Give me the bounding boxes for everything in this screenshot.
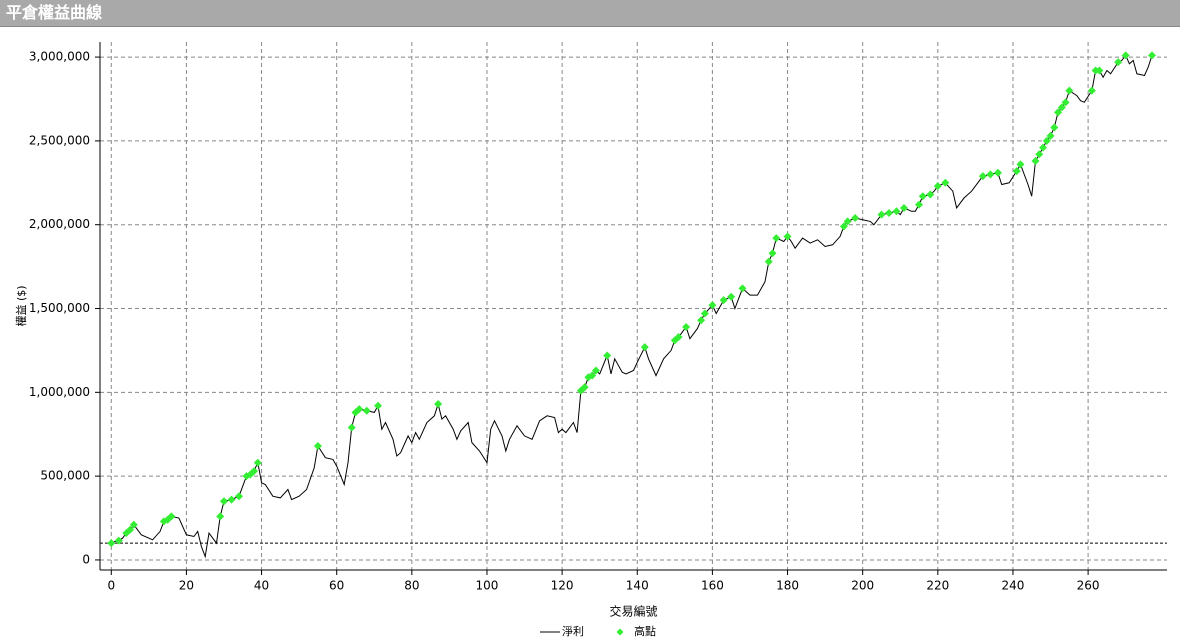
x-tick-label: 100 xyxy=(476,579,499,593)
high-point xyxy=(126,525,135,534)
high-point xyxy=(700,309,709,318)
high-point xyxy=(986,170,995,179)
high-point xyxy=(783,232,792,241)
x-tick-label: 20 xyxy=(179,579,194,593)
equity-line xyxy=(111,54,1153,559)
high-point xyxy=(768,249,777,258)
high-point xyxy=(727,292,736,301)
high-point xyxy=(347,423,356,432)
x-tick-label: 40 xyxy=(254,579,269,593)
high-point xyxy=(129,520,138,529)
high-point xyxy=(591,366,600,375)
x-tick-label: 200 xyxy=(851,579,874,593)
x-tick-label: 160 xyxy=(701,579,724,593)
x-tick-label: 0 xyxy=(107,579,115,593)
x-tick-label: 180 xyxy=(776,579,799,593)
high-point xyxy=(993,168,1002,177)
chart: 0 20 40 60 80 100 120 140 160 180 200 220 240 260 0 500… xyxy=(14,42,1167,638)
y-tick-label: 0 xyxy=(82,552,90,566)
high-point xyxy=(253,458,262,467)
high-point xyxy=(1039,143,1048,152)
high-point xyxy=(1031,157,1040,166)
high-point xyxy=(1042,136,1051,145)
high-point xyxy=(877,210,886,219)
legend-label: 高點 xyxy=(634,624,656,638)
high-point xyxy=(216,512,225,521)
high-point xyxy=(1114,58,1123,67)
high-point xyxy=(697,316,706,325)
high-point xyxy=(719,296,728,305)
high-point xyxy=(892,207,901,216)
high-point xyxy=(167,512,176,521)
high-point xyxy=(1061,98,1070,107)
high-point xyxy=(219,497,228,506)
y-tick-label: 1,500,000 xyxy=(29,301,90,315)
y-tick-label: 2,500,000 xyxy=(29,133,90,147)
high-point xyxy=(250,467,259,476)
high-point xyxy=(1050,123,1059,132)
high-point xyxy=(772,234,781,243)
high-point xyxy=(362,406,371,415)
high-point xyxy=(588,371,597,380)
x-tick-label: 120 xyxy=(551,579,574,593)
high-point xyxy=(682,322,691,331)
x-tick-label: 240 xyxy=(1002,579,1025,593)
high-point xyxy=(978,172,987,181)
high-point xyxy=(933,182,942,191)
high-point xyxy=(1095,66,1104,75)
high-point xyxy=(884,208,893,217)
y-tick-label: 2,000,000 xyxy=(29,217,90,231)
x-tick-label: 260 xyxy=(1077,579,1100,593)
high-point xyxy=(915,200,924,209)
y-tick-label: 500,000 xyxy=(40,469,90,483)
y-axis-label: 權益 ($) xyxy=(14,285,28,326)
high-point xyxy=(1087,86,1096,95)
high-point xyxy=(1147,51,1156,60)
high-point xyxy=(1046,131,1055,140)
high-point xyxy=(374,401,383,410)
high-point xyxy=(1012,167,1021,176)
y-tick-label: 3,000,000 xyxy=(29,50,90,64)
high-point xyxy=(313,441,322,450)
x-tick-label: 60 xyxy=(329,579,344,593)
high-point xyxy=(918,192,927,201)
x-tick-label: 220 xyxy=(926,579,949,593)
high-point xyxy=(235,492,244,501)
high-point xyxy=(708,301,717,310)
window-title: 平倉權益曲線 xyxy=(0,0,1180,27)
legend-label: 淨利 xyxy=(562,625,584,638)
x-tick-label: 140 xyxy=(626,579,649,593)
high-point xyxy=(1054,108,1063,117)
high-point xyxy=(674,333,683,342)
high-point xyxy=(1035,150,1044,159)
legend-swatch xyxy=(616,628,624,636)
x-axis-label: 交易編號 xyxy=(609,604,657,619)
x-tick-label: 80 xyxy=(404,579,419,593)
high-point xyxy=(1121,51,1130,60)
high-point xyxy=(580,383,589,392)
high-point xyxy=(1016,160,1025,169)
high-point xyxy=(851,214,860,222)
high-point xyxy=(839,222,848,231)
high-point xyxy=(603,351,612,360)
y-tick-label: 1,000,000 xyxy=(29,385,90,399)
high-point xyxy=(107,539,116,548)
high-point xyxy=(640,343,649,352)
high-point xyxy=(1057,103,1066,112)
high-point xyxy=(900,203,909,212)
high-point xyxy=(1065,86,1074,95)
high-point xyxy=(843,217,852,226)
high-point xyxy=(227,495,236,504)
high-point xyxy=(434,400,443,409)
high-point xyxy=(764,257,773,266)
high-point xyxy=(355,405,364,414)
high-point xyxy=(122,529,131,538)
high-point xyxy=(738,284,747,293)
high-point xyxy=(941,178,950,187)
high-point xyxy=(926,190,935,199)
high-point xyxy=(114,536,123,545)
